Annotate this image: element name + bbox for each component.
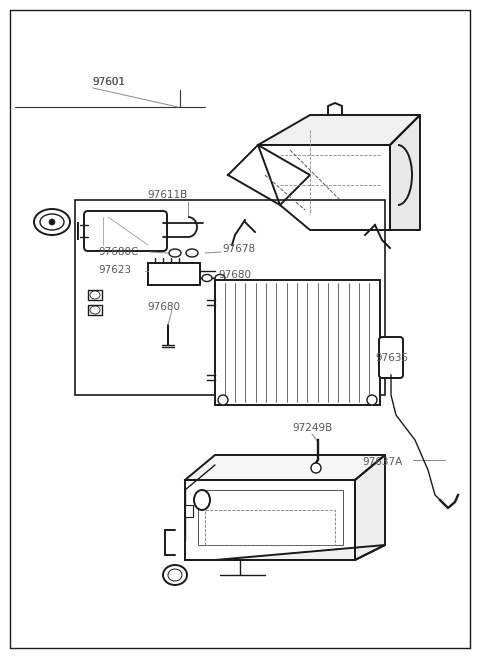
Text: 97249B: 97249B bbox=[292, 423, 332, 433]
Ellipse shape bbox=[90, 291, 100, 299]
Text: 97635: 97635 bbox=[375, 353, 408, 363]
Text: 97623: 97623 bbox=[98, 265, 131, 275]
Text: 97601: 97601 bbox=[92, 77, 125, 87]
Ellipse shape bbox=[311, 463, 321, 473]
Ellipse shape bbox=[218, 395, 228, 405]
Polygon shape bbox=[228, 145, 310, 205]
Ellipse shape bbox=[215, 275, 225, 281]
Bar bbox=[198, 490, 343, 545]
FancyBboxPatch shape bbox=[84, 211, 167, 251]
Polygon shape bbox=[355, 455, 385, 560]
Ellipse shape bbox=[49, 219, 55, 225]
Ellipse shape bbox=[40, 214, 64, 230]
Bar bbox=[205, 510, 335, 545]
Text: 97680: 97680 bbox=[147, 302, 180, 312]
Polygon shape bbox=[258, 145, 390, 230]
Ellipse shape bbox=[169, 249, 181, 257]
Polygon shape bbox=[185, 545, 385, 560]
Ellipse shape bbox=[202, 275, 212, 281]
Ellipse shape bbox=[194, 490, 210, 510]
Bar bbox=[75, 200, 385, 395]
Polygon shape bbox=[258, 115, 420, 145]
Bar bbox=[148, 263, 200, 285]
FancyBboxPatch shape bbox=[379, 337, 403, 378]
Ellipse shape bbox=[168, 569, 182, 581]
Bar bbox=[88, 305, 102, 315]
Text: 97637A: 97637A bbox=[362, 457, 402, 467]
Ellipse shape bbox=[186, 249, 198, 257]
Ellipse shape bbox=[90, 306, 100, 314]
Ellipse shape bbox=[163, 565, 187, 585]
Text: 97611B: 97611B bbox=[147, 190, 187, 200]
Text: 97680C: 97680C bbox=[98, 247, 138, 257]
Bar bbox=[88, 290, 102, 300]
Polygon shape bbox=[185, 455, 385, 480]
Bar bbox=[215, 280, 380, 405]
Text: 97601: 97601 bbox=[92, 77, 125, 87]
Bar bbox=[185, 505, 193, 517]
Polygon shape bbox=[390, 115, 420, 230]
Text: 97680: 97680 bbox=[218, 270, 251, 280]
Polygon shape bbox=[185, 480, 355, 560]
Ellipse shape bbox=[367, 395, 377, 405]
Ellipse shape bbox=[34, 209, 70, 235]
Text: 97678: 97678 bbox=[222, 244, 255, 254]
